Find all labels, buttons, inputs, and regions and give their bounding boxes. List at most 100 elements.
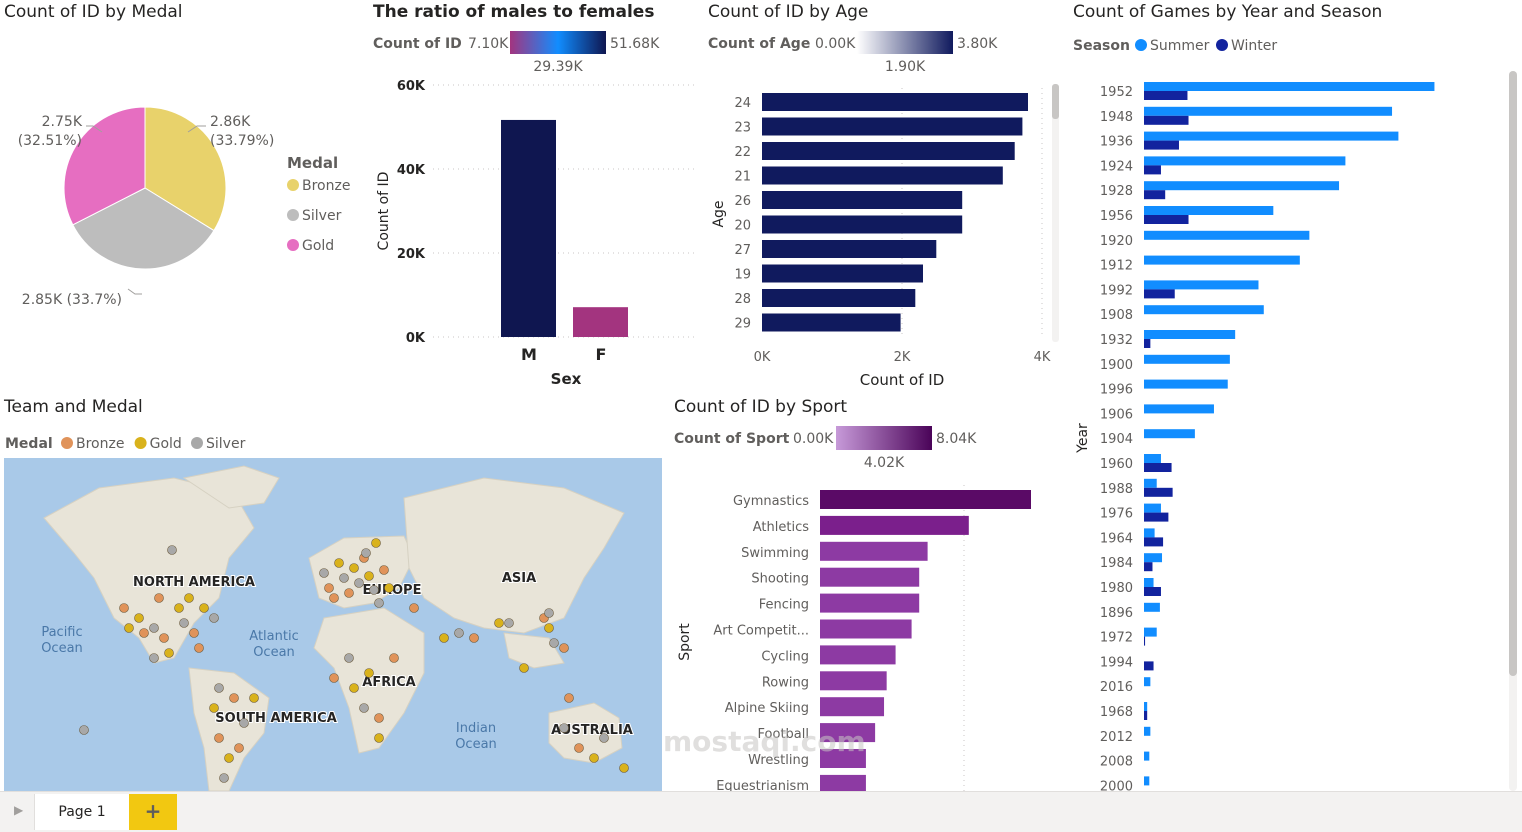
age-bar-24[interactable]	[762, 93, 1028, 111]
games-bar-summer-1908[interactable]	[1144, 305, 1264, 315]
map-medal-marker[interactable]	[234, 743, 244, 753]
games-bar-summer-1952[interactable]	[1144, 82, 1435, 91]
map-medal-marker[interactable]	[229, 693, 239, 703]
map-medal-marker[interactable]	[409, 603, 419, 613]
games-bar-winter-1972[interactable]	[1144, 636, 1146, 646]
map-medal-marker[interactable]	[371, 538, 381, 548]
map-medal-marker[interactable]	[374, 598, 384, 608]
map-medal-marker[interactable]	[154, 593, 164, 603]
map-medal-marker[interactable]	[519, 663, 529, 673]
map-medal-marker[interactable]	[224, 753, 234, 763]
map-medal-marker[interactable]	[79, 725, 89, 735]
map-medal-marker[interactable]	[544, 608, 554, 618]
games-bar-winter-1994[interactable]	[1144, 661, 1154, 671]
map-medal-marker[interactable]	[324, 583, 334, 593]
age-chart[interactable]: Count of Age 0.00K 3.80K 1.90K 24 23 22 21 26 20 2…	[700, 28, 1070, 393]
sport-bar[interactable]	[820, 593, 920, 613]
games-bar-winter-1928[interactable]	[1144, 190, 1166, 200]
age-bar-21[interactable]	[762, 166, 1003, 185]
sport-bar[interactable]	[820, 723, 876, 743]
games-bar-summer-1932[interactable]	[1144, 330, 1236, 339]
games-bar-winter-1984[interactable]	[1144, 562, 1153, 572]
map-medal-marker[interactable]	[544, 623, 554, 633]
map-medal-marker[interactable]	[369, 585, 379, 595]
map-medal-marker[interactable]	[349, 563, 359, 573]
pie-slice-bronze[interactable]	[144, 106, 227, 232]
sex-bar-F[interactable]	[573, 307, 628, 337]
map-medal-marker[interactable]	[184, 593, 194, 603]
map-medal-marker[interactable]	[214, 683, 224, 693]
sex-chart[interactable]: Count of ID 7.10K 51.68K 29.39K 0K 20K 40K 60K M…	[368, 28, 703, 393]
games-bar-summer-1900[interactable]	[1144, 354, 1230, 364]
sport-bar[interactable]	[820, 541, 928, 561]
map-medal-marker[interactable]	[364, 668, 374, 678]
sex-bar-M[interactable]	[501, 119, 556, 337]
games-bar-summer-1988[interactable]	[1144, 478, 1157, 488]
age-bar-23[interactable]	[762, 117, 1023, 136]
map-medal-marker[interactable]	[469, 633, 479, 643]
games-bar-winter-1924[interactable]	[1144, 165, 1161, 175]
games-bar-summer-1928[interactable]	[1144, 181, 1340, 191]
map-medal-marker[interactable]	[239, 718, 249, 728]
games-bar-summer-1896[interactable]	[1144, 602, 1160, 612]
map-medal-marker[interactable]	[374, 713, 384, 723]
games-scrollbar-thumb[interactable]	[1509, 71, 1517, 676]
sport-bar[interactable]	[820, 645, 896, 665]
map-medal-marker[interactable]	[379, 565, 389, 575]
map-medal-marker[interactable]	[344, 588, 354, 598]
games-bar-winter-1948[interactable]	[1144, 115, 1189, 125]
age-bar-29[interactable]	[762, 313, 901, 332]
games-bar-summer-1960[interactable]	[1144, 454, 1161, 463]
world-map[interactable]: NORTH AMERICAEUROPEASIAAFRICASOUTH AMERI…	[4, 458, 662, 791]
games-bar-summer-1992[interactable]	[1144, 280, 1259, 290]
map-medal-marker[interactable]	[599, 733, 609, 743]
map-medal-marker[interactable]	[167, 545, 177, 555]
games-bar-summer-2016[interactable]	[1144, 677, 1151, 687]
games-bar-summer-1964[interactable]	[1144, 528, 1155, 538]
games-bar-winter-1952[interactable]	[1144, 91, 1188, 100]
games-bar-summer-1980[interactable]	[1144, 578, 1154, 587]
games-bar-summer-1904[interactable]	[1144, 429, 1195, 439]
sport-bar[interactable]	[820, 671, 887, 691]
games-bar-summer-1936[interactable]	[1144, 131, 1399, 141]
map-medal-marker[interactable]	[384, 583, 394, 593]
map-medal-marker[interactable]	[194, 643, 204, 653]
games-bar-summer-2012[interactable]	[1144, 726, 1151, 736]
map-medal-marker[interactable]	[174, 603, 184, 613]
sport-bar[interactable]	[820, 567, 920, 587]
games-bar-winter-1968[interactable]	[1144, 711, 1148, 720]
map-medal-marker[interactable]	[164, 648, 174, 658]
games-chart[interactable]: Season Summer Winter 1952 1948 1936 1924 1928 19…	[1068, 28, 1522, 791]
games-bar-summer-2008[interactable]	[1144, 751, 1150, 761]
sport-bar[interactable]	[820, 697, 885, 717]
map-medal-marker[interactable]	[149, 653, 159, 663]
games-bar-winter-1992[interactable]	[1144, 289, 1175, 299]
map-medal-marker[interactable]	[134, 613, 144, 623]
games-bar-summer-1906[interactable]	[1144, 404, 1214, 414]
map-medal-marker[interactable]	[564, 693, 574, 703]
map-medal-marker[interactable]	[359, 703, 369, 713]
sport-bar[interactable]	[820, 490, 1031, 509]
map-medal-marker[interactable]	[334, 558, 344, 568]
games-bar-winter-1960[interactable]	[1144, 463, 1172, 472]
map-medal-marker[interactable]	[209, 703, 219, 713]
map-medal-marker[interactable]	[149, 623, 159, 633]
age-bar-22[interactable]	[762, 142, 1015, 160]
games-bar-summer-1924[interactable]	[1144, 156, 1346, 166]
sport-bar[interactable]	[820, 774, 866, 791]
games-bar-summer-1996[interactable]	[1144, 379, 1228, 389]
games-bar-winter-1936[interactable]	[1144, 140, 1179, 150]
games-bar-summer-2000[interactable]	[1144, 776, 1150, 786]
pie-slice-gold[interactable]	[63, 106, 146, 226]
sport-chart[interactable]: Count of Sport 0.00K 8.04K 4.02K Gymnastics A…	[664, 422, 1064, 791]
map-medal-marker[interactable]	[339, 573, 349, 583]
map-medal-marker[interactable]	[124, 623, 134, 633]
map-medal-marker[interactable]	[364, 571, 374, 581]
map-medal-marker[interactable]	[559, 643, 569, 653]
map-medal-marker[interactable]	[589, 753, 599, 763]
map-medal-marker[interactable]	[549, 638, 559, 648]
games-bar-summer-1956[interactable]	[1144, 206, 1274, 215]
games-bar-summer-1968[interactable]	[1144, 702, 1148, 711]
games-bar-summer-1972[interactable]	[1144, 627, 1157, 637]
games-bar-winter-1980[interactable]	[1144, 587, 1161, 596]
